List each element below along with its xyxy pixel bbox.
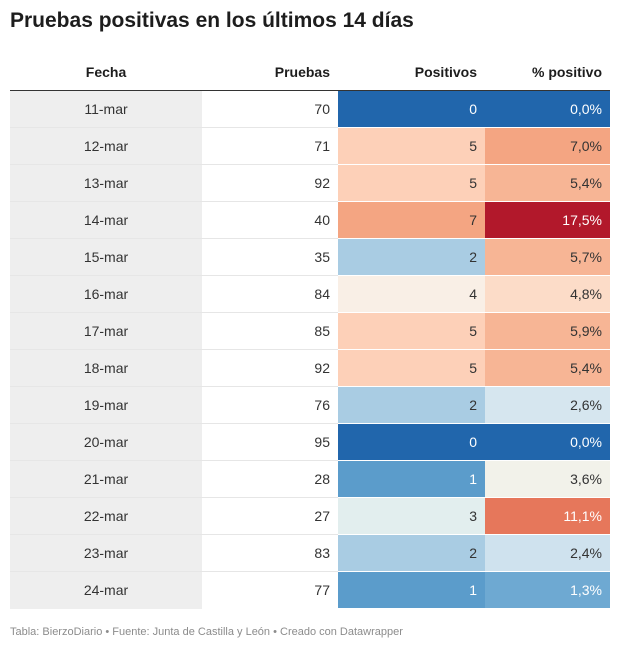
cell-pct-positivo: 5,4% [485,349,610,387]
cell-pct-positivo: 2,6% [485,386,610,424]
table-row: 17-mar 85 5 5,9% [10,312,610,350]
cell-pruebas: 92 [202,164,338,202]
cell-positivos: 5 [338,164,485,202]
column-header-positivos[interactable]: Positivos [338,54,485,91]
chart-footer: Tabla: BierzoDiario • Fuente: Junta de C… [10,626,403,638]
cell-positivos: 0 [338,423,485,461]
cell-pruebas: 27 [202,497,338,535]
cell-positivos: 7 [338,201,485,239]
cell-pruebas: 77 [314,582,330,599]
cell-positivos: 2 [338,386,485,424]
cell-positivos: 5 [338,127,485,165]
cell-fecha: 14-mar [10,201,202,239]
table-row: 11-mar 70 0 0,0% [10,90,610,128]
cell-pct-positivo: 5,7% [485,238,610,276]
cell-positivos: 4 [338,275,485,313]
cell-positivos: 2 [338,238,485,276]
cell-pruebas: 84 [202,275,338,313]
data-table: Fecha Pruebas Positivos % positivo 11-ma… [10,54,610,609]
chart-title: Pruebas positivas en los últimos 14 días [10,9,414,32]
table-row: 24-mar 77 1 1,3% [10,571,610,609]
cell-pruebas: 70 [202,90,338,128]
cell-positivos: 3 [338,497,485,535]
table-row: 20-mar 95 0 0,0% [10,423,610,461]
cell-fecha: 24-mar [10,571,202,609]
cell-pct-positivo: 3,6% [485,460,610,498]
cell-pruebas: 28 [202,460,338,498]
cell-pct-positivo: 5,4% [485,164,610,202]
cell-fecha: 23-mar [10,534,202,572]
cell-fecha: 19-mar [10,386,202,424]
table-row: 16-mar 84 4 4,8% [10,275,610,313]
cell-fecha: 16-mar [10,275,202,313]
table-row: 22-mar 27 3 11,1% [10,497,610,535]
cell-pct-positivo: 2,4% [485,534,610,572]
cell-positivos: 1 [338,460,485,498]
cell-positivos: 5 [338,349,485,387]
cell-pct-positivo: 5,9% [485,312,610,350]
cell-pct-positivo: 7,0% [485,127,610,165]
cell-fecha: 22-mar [10,497,202,535]
cell-fecha: 20-mar [10,423,202,461]
cell-pruebas: 76 [202,386,338,424]
cell-positivos: 0 [338,90,485,128]
table-body: 11-mar 70 0 0,0% 12-mar 71 5 7,0% 13-mar 92 5 5,4% 1… [10,90,610,609]
table-row: 23-mar 83 2 2,4% [10,534,610,572]
table-row: 21-mar 28 1 3,6% [10,460,610,498]
cell-pct-positivo: 0,0% [485,90,610,128]
cell-fecha: 21-mar [10,460,202,498]
cell-pruebas: 35 [202,238,338,276]
table-row: 19-mar 76 2 2,6% [10,386,610,424]
cell-pct-positivo: 1,3% [485,571,610,609]
cell-pruebas: 92 [202,349,338,387]
table-row: 12-mar 71 5 7,0% [10,127,610,165]
cell-fecha: 11-mar [10,90,202,128]
table-row: 15-mar 35 2 5,7% [10,238,610,276]
table-row: 13-mar 92 5 5,4% [10,164,610,202]
cell-pct-positivo: 11,1% [485,497,610,535]
cell-pct-positivo: 4,8% [485,275,610,313]
cell-pruebas: 71 [202,127,338,165]
cell-fecha: 15-mar [10,238,202,276]
cell-positivos: 5 [338,312,485,350]
header-row: Fecha Pruebas Positivos % positivo [10,54,610,91]
cell-pruebas: 85 [202,312,338,350]
cell-pruebas: 83 [202,534,338,572]
table-row: 18-mar 92 5 5,4% [10,349,610,387]
cell-pct-positivo: 17,5% [485,201,610,239]
cell-fecha: 17-mar [10,312,202,350]
cell-pct-positivo: 0,0% [485,423,610,461]
cell-positivos: 2 [338,534,485,572]
cell-pruebas: 40 [202,201,338,239]
table-row: 14-mar 40 7 17,5% [10,201,610,239]
cell-fecha: 18-mar [10,349,202,387]
cell-pruebas: 95 [202,423,338,461]
column-header-pruebas[interactable]: Pruebas [202,54,338,91]
cell-fecha: 12-mar [10,127,202,165]
column-header-pct-positivo[interactable]: % positivo [485,54,610,91]
cell-positivos: 1 [338,571,485,609]
cell-fecha: 13-mar [10,164,202,202]
column-header-fecha[interactable]: Fecha [10,54,202,91]
